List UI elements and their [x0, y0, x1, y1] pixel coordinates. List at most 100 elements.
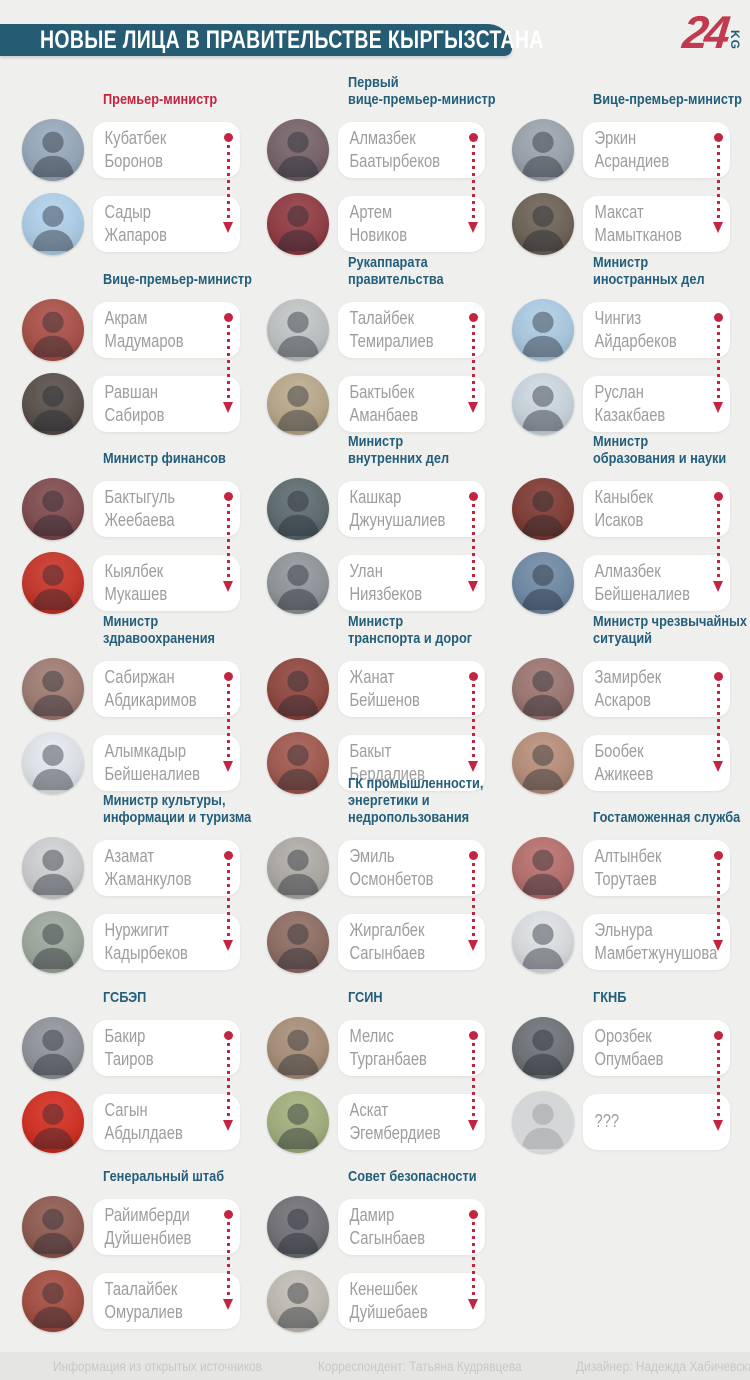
ministry-block: Первый вице-премьер-министр Алмазбек Баа…	[267, 74, 512, 255]
ministry-block: Министр образования и науки Каныбек Исак…	[512, 433, 750, 614]
footer: Информация из открытых источников Коррес…	[0, 1352, 750, 1380]
person-silhouette-icon	[31, 564, 75, 611]
person-silhouette-icon	[521, 311, 565, 357]
person-name-card: Максат Мамытканов	[583, 196, 730, 252]
incoming-official: Равшан Сабиров	[22, 372, 267, 435]
person-name: Алмазбек Баатырбеков	[349, 128, 441, 171]
succession-connector	[219, 671, 237, 772]
incoming-official: Максат Мамытканов	[512, 193, 750, 255]
person-name-card: Эмиль Осмонбетов	[338, 840, 485, 896]
person-photo	[512, 372, 574, 435]
position-title: Министр иностранных дел	[593, 253, 705, 288]
succession-connector	[464, 671, 482, 772]
connector-dotted-line	[471, 863, 475, 939]
logo-24-icon: 24	[680, 6, 729, 58]
outgoing-official: Замирбек Аскаров	[512, 657, 750, 720]
ministry-block: Вице-премьер-министр Эркин Асрандиев Мак…	[512, 91, 750, 255]
footer-designer: Дизайнер: Надежда Хабичевская	[576, 1358, 750, 1374]
connector-dotted-line	[471, 1042, 475, 1119]
position-title: Министр культуры, информации и туризма	[103, 792, 252, 826]
person-photo	[22, 372, 84, 435]
connector-dotted-line	[226, 145, 230, 221]
connector-arrow-icon	[223, 581, 233, 592]
ministry-block: Министр финансов Бактыгуль Жеебаева Кыял…	[22, 450, 267, 614]
succession-connector	[709, 492, 727, 592]
person-name-card: Садыр Жапаров	[93, 196, 240, 252]
succession-connector	[709, 133, 727, 233]
person-photo	[267, 372, 329, 435]
person-name: Кубатбек Боронов	[104, 128, 167, 171]
person-silhouette-icon	[31, 385, 75, 431]
person-name-card: Кенешбек Дуйшебаев	[338, 1273, 485, 1329]
person-photo	[267, 1016, 329, 1079]
person-name: Сагын Абдылдаев	[104, 1099, 183, 1143]
person-name: Эмиль Осмонбетов	[349, 846, 434, 889]
person-photo	[22, 1270, 84, 1332]
person-name: Бообек Ажикеев	[594, 740, 654, 784]
connector-arrow-icon	[223, 401, 233, 413]
person-name: Равшан Сабиров	[104, 381, 165, 425]
person-photo	[22, 837, 84, 899]
connector-dotted-line	[226, 1222, 230, 1298]
person-photo	[22, 298, 84, 361]
incoming-official: Садыр Жапаров	[22, 193, 267, 255]
person-name: Эркин Асрандиев	[594, 128, 670, 171]
position-title: ГСБЭП	[103, 988, 147, 1006]
connector-dot-icon	[468, 312, 478, 322]
position-title: Совет безопасности	[348, 1168, 477, 1185]
person-name: Алтынбек Торутаев	[594, 846, 662, 889]
person-photo	[267, 731, 329, 794]
connector-dotted-line	[471, 324, 475, 401]
person-name: Таалайбек Омуралиев	[104, 1279, 183, 1322]
person-name-card: Кубатбек Боронов	[93, 122, 240, 178]
position-title: Министр здравоохранения	[103, 612, 215, 647]
person-name: Райимберди Дуйшенбиев	[104, 1205, 192, 1248]
succession-connector	[219, 1210, 237, 1310]
connector-arrow-icon	[468, 760, 478, 772]
connector-arrow-icon	[223, 1119, 233, 1131]
person-name-card: Азамат Жаманкулов	[93, 840, 240, 896]
outgoing-official: Каныбек Исаков	[512, 478, 750, 540]
outgoing-official: Райимберди Дуйшенбиев	[22, 1196, 267, 1258]
succession-connector	[464, 133, 482, 233]
incoming-official: Таалайбек Омуралиев	[22, 1270, 267, 1332]
connector-dotted-line	[471, 145, 475, 221]
ministry-block: Премьер-министр Кубатбек Боронов Садыр Ж…	[22, 91, 267, 255]
person-silhouette-icon	[31, 849, 75, 896]
connector-dot-icon	[468, 492, 478, 501]
person-name-card: Бообек Ажикеев	[583, 734, 730, 791]
position-title: Первый вице-премьер-министр	[348, 74, 496, 108]
person-silhouette-icon	[31, 311, 75, 357]
person-photo	[22, 193, 84, 255]
connector-dotted-line	[716, 863, 720, 939]
person-name-card: Таалайбек Омуралиев	[93, 1273, 240, 1329]
connector-dot-icon	[468, 851, 478, 860]
person-photo	[22, 731, 84, 794]
footer-source: Информация из открытых источников	[53, 1358, 262, 1374]
ministry-block: ГК промышленности, энергетики и недропол…	[267, 775, 512, 973]
person-photo	[267, 1090, 329, 1153]
person-silhouette-icon	[276, 490, 320, 537]
person-photo	[267, 298, 329, 361]
person-name: Эльнура Мамбетжунушова	[594, 920, 718, 963]
person-name: Акрам Мадумаров	[104, 307, 184, 351]
succession-connector	[464, 312, 482, 413]
position-title: Вице-премьер-министр	[593, 91, 742, 108]
person-name-card: Улан Ниязбеков	[338, 555, 485, 611]
person-silhouette-icon	[276, 1103, 320, 1149]
connector-dot-icon	[223, 1030, 233, 1040]
person-silhouette-icon	[276, 1282, 320, 1329]
incoming-official: ???	[512, 1090, 750, 1153]
ministry-block: Министр культуры, информации и туризма А…	[22, 792, 267, 973]
succession-connector	[709, 312, 727, 413]
person-name-card: Алмазбек Баатырбеков	[338, 122, 485, 178]
person-name: Максат Мамытканов	[594, 202, 682, 245]
person-photo	[267, 552, 329, 614]
incoming-official: Кыялбек Мукашев	[22, 552, 267, 614]
person-photo	[22, 119, 84, 181]
person-name-card: Мелис Турганбаев	[338, 1019, 485, 1076]
ministry-block: ГСБЭП Бакир Таиров Сагын Абдылдаев	[22, 989, 267, 1153]
person-name: Талайбек Темиралиев	[349, 307, 434, 351]
position-title: Генеральный штаб	[103, 1168, 225, 1185]
